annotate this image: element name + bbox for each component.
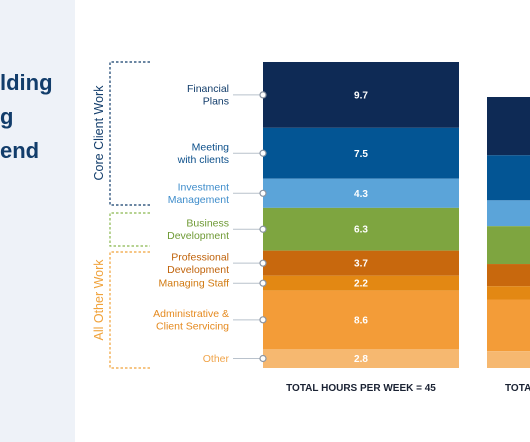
segment-value-4: 6.3 (354, 225, 368, 236)
category-label-7-line-1: Administrative & (153, 308, 229, 320)
total-hours-label: TOTAL HOURS PER WEEK = 45 (286, 383, 436, 394)
category-label-2-line-2: with clients (177, 154, 229, 166)
panel-title-line-1: lding (0, 70, 53, 95)
segment-value-5: 3.7 (354, 259, 368, 270)
category-label-6-line-1: Managing Staff (159, 278, 230, 290)
bar2-segment-2 (487, 155, 530, 201)
group-label-core-client-work: Core Client Work (92, 85, 106, 181)
bar2-segment-8 (487, 351, 530, 368)
segment-value-8: 2.8 (354, 354, 368, 365)
bar-segment-3 (263, 178, 459, 208)
category-label-7-line-2: Client Servicing (156, 321, 229, 333)
leader-dot-8 (259, 354, 267, 363)
category-label-4-line-1: Business (186, 217, 229, 229)
leader-dot-1 (259, 91, 267, 99)
leader-dot-7 (259, 316, 267, 324)
side-panel: lding g end (0, 0, 75, 442)
bar-segment-6 (263, 275, 459, 291)
business-development-bracket (109, 212, 150, 247)
bar2-segment-3 (487, 200, 530, 227)
segment-value-7: 8.6 (354, 315, 368, 326)
bar-segment-5 (263, 250, 459, 276)
bar-segment-4 (263, 207, 459, 251)
bar2-segment-6 (487, 286, 530, 300)
category-label-2-line-1: Meeting (192, 142, 230, 154)
bar2-segment-4 (487, 226, 530, 265)
leader-dot-6 (259, 279, 267, 287)
leader-dot-3 (259, 189, 267, 197)
core-client-work-bracket (109, 61, 150, 206)
category-label-5-line-2: Development (167, 264, 229, 276)
leader-dot-2 (259, 149, 267, 157)
leader-dot-5 (259, 259, 267, 267)
segment-value-2: 7.5 (354, 149, 368, 160)
segment-value-6: 2.2 (354, 279, 368, 290)
category-label-1-line-2: Plans (203, 96, 229, 108)
segment-value-1: 9.7 (354, 90, 368, 101)
category-label-4-line-2: Development (167, 230, 229, 242)
bar2-segment-7 (487, 299, 530, 352)
bar-segment-8 (263, 349, 459, 368)
category-label-3-line-1: Investment (178, 182, 229, 194)
other-work-bracket (109, 251, 150, 369)
leader-dot-4 (259, 225, 267, 233)
panel-title-line-2: g (0, 104, 14, 129)
group-label-all-other-work: All Other Work (92, 259, 106, 341)
segment-value-3: 4.3 (354, 189, 368, 200)
bar-segment-2 (263, 127, 459, 179)
bar2-segment-1 (487, 97, 530, 156)
category-label-5-line-1: Professional (171, 251, 229, 263)
total-hours-label-2: TOTA (505, 383, 530, 394)
category-label-3-line-2: Management (168, 194, 229, 206)
bar-segment-1 (263, 62, 459, 128)
panel-title-line-3: end (0, 138, 40, 163)
category-label-1-line-1: Financial (187, 83, 229, 95)
bar-segment-7 (263, 290, 459, 350)
category-label-8-line-1: Other (203, 353, 230, 365)
panel-title: lding g end (0, 66, 75, 168)
bar2-segment-5 (487, 264, 530, 287)
